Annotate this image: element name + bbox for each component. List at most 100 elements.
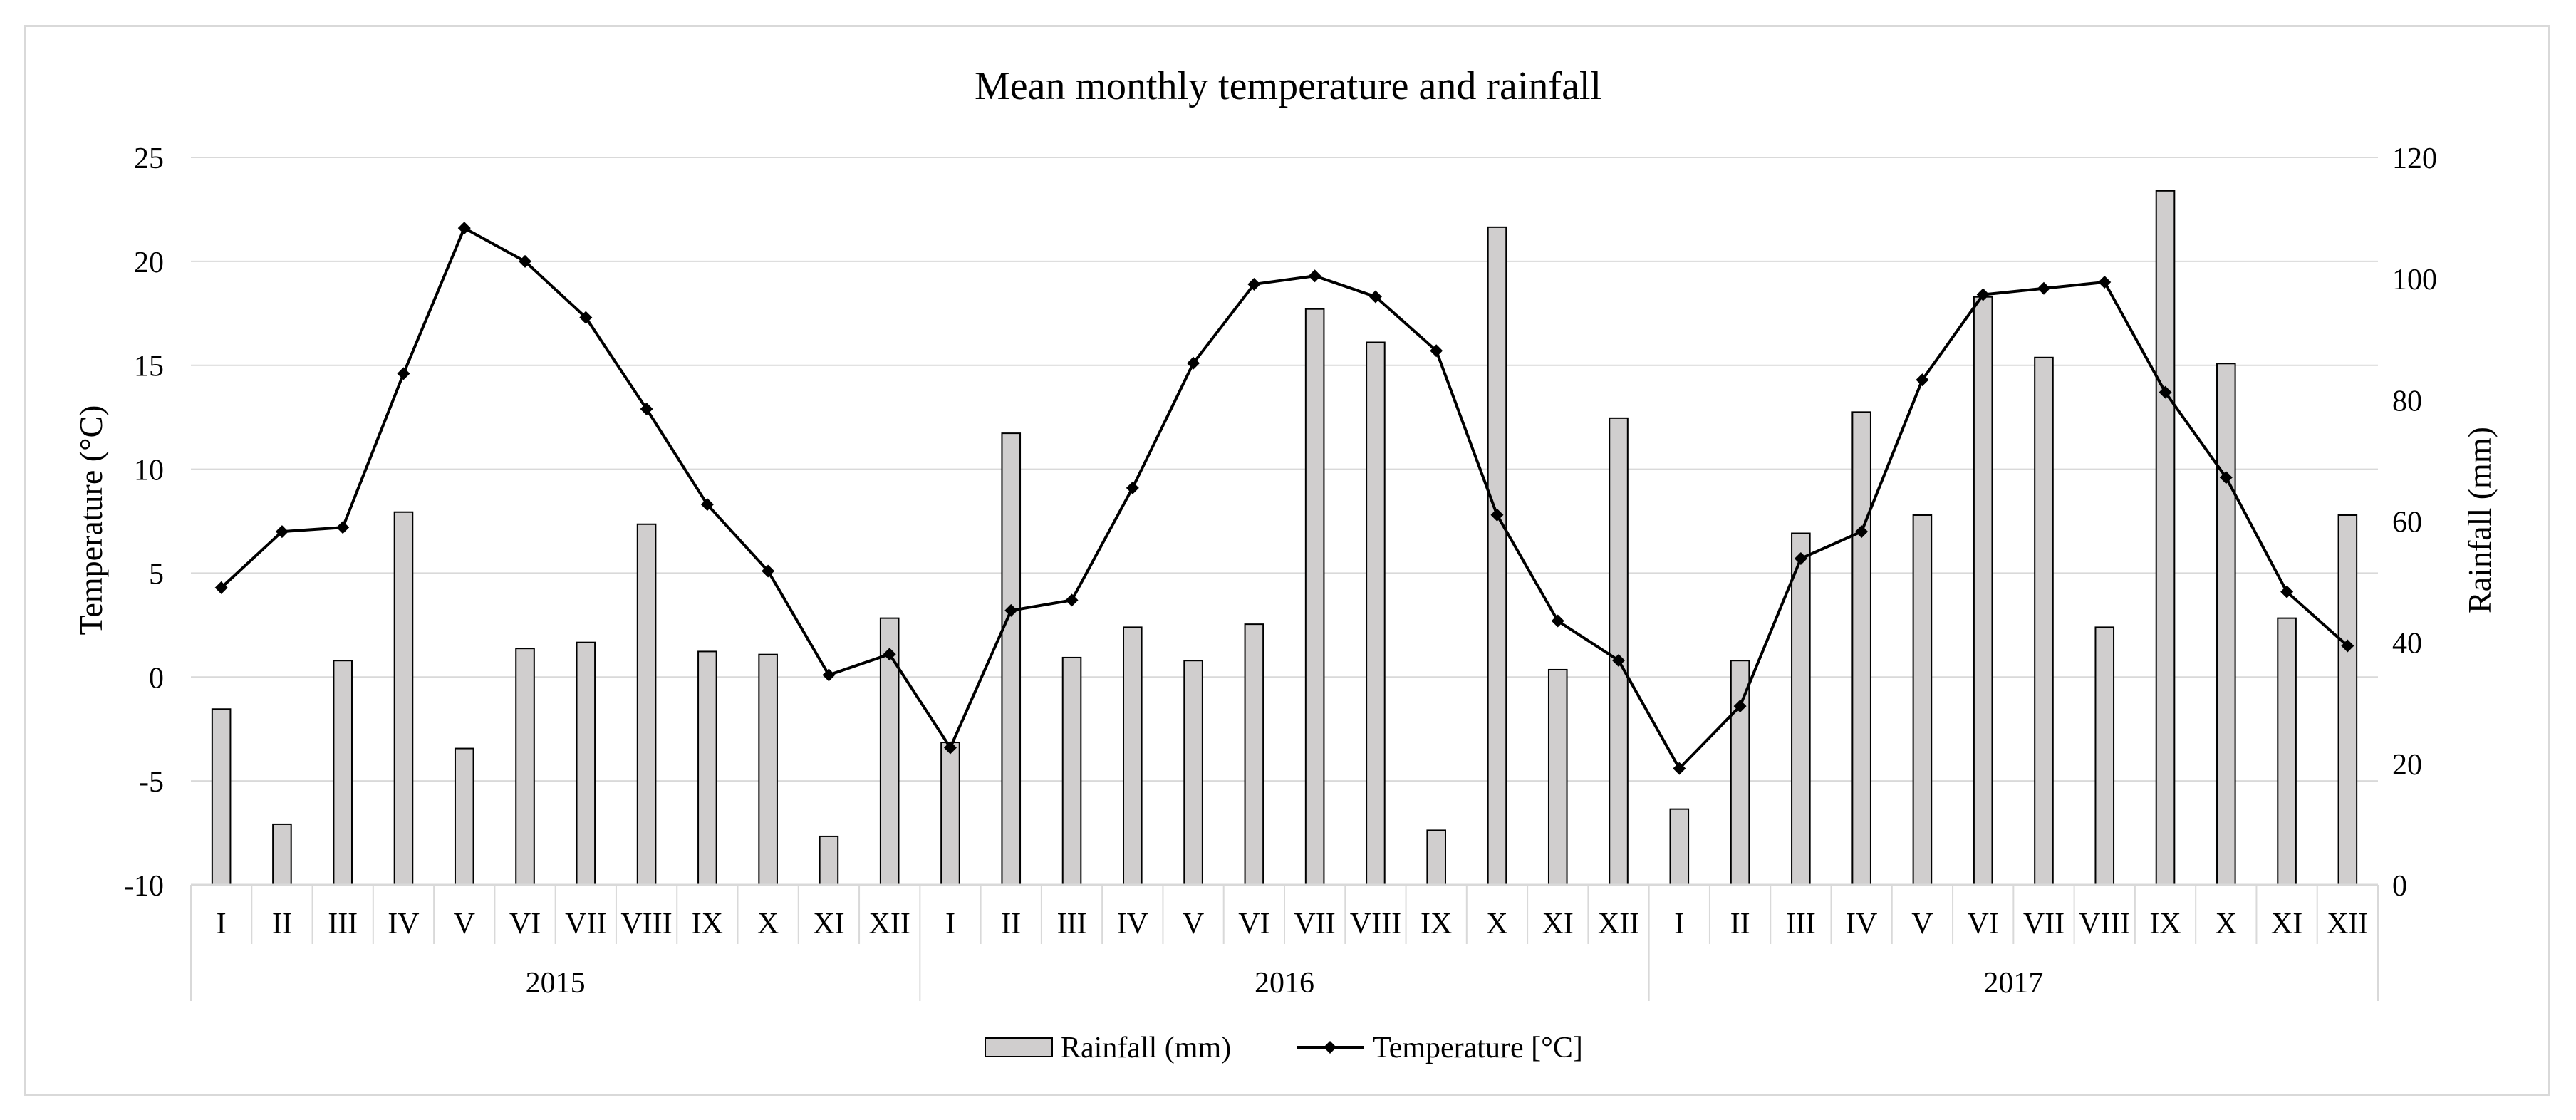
temperature-point	[762, 564, 775, 578]
rainfall-bar	[1852, 411, 1871, 886]
temperature-point	[640, 402, 653, 415]
temperature-point	[2341, 639, 2354, 653]
temperature-point	[2159, 385, 2172, 399]
y-left-tick-label: 25	[134, 142, 164, 175]
temperature-point	[1673, 762, 1686, 775]
legend-label-temperature: Temperature [°C]	[1373, 1032, 1583, 1064]
rainfall-bar	[1244, 623, 1264, 886]
y-right-tick-label: 100	[2392, 264, 2437, 296]
rainfall-bar	[1183, 660, 1203, 886]
x-month-label: XI	[2271, 908, 2302, 940]
rainfall-bar	[2155, 190, 2176, 886]
rainfall-bar	[819, 835, 839, 886]
x-month-label: X	[757, 908, 779, 940]
rainfall-bar	[393, 511, 414, 886]
temperature-point	[2280, 585, 2294, 598]
rainfall-bar	[636, 523, 657, 886]
rainfall-bar	[1730, 660, 1750, 886]
rainfall-bar	[515, 648, 535, 886]
x-month-label: II	[272, 908, 292, 940]
temperature-point	[579, 311, 593, 324]
x-month-label: I	[217, 908, 227, 940]
x-month-label: III	[1057, 908, 1087, 940]
y-right-tick-label: 0	[2392, 870, 2407, 903]
chart-title: Mean monthly temperature and rainfall	[975, 64, 1601, 108]
gridlines	[191, 157, 2378, 782]
y-left-tick-label: 10	[134, 455, 164, 487]
temperature-point	[1308, 269, 1321, 283]
x-month-label: VII	[565, 908, 606, 940]
temperature-point	[1916, 373, 1929, 387]
rainfall-bar	[940, 742, 960, 886]
temperature-point	[1551, 614, 1564, 628]
x-month-label: I	[945, 908, 955, 940]
x-month-label: XI	[813, 908, 844, 940]
x-month-label: XI	[1542, 908, 1574, 940]
rainfall-bar	[2337, 514, 2358, 886]
y-right-tick-label: 40	[2392, 628, 2422, 660]
x-month-label: VI	[1238, 908, 1269, 940]
x-month-label: III	[328, 908, 358, 940]
y-right-tick-label: 20	[2392, 749, 2422, 782]
rainfall-bar	[1487, 226, 1507, 886]
y-right-tick-label: 120	[2392, 142, 2437, 175]
x-month-label: III	[1786, 908, 1816, 940]
x-month-label: XII	[869, 908, 910, 940]
temperature-series-line	[220, 227, 2349, 770]
rainfall-bar	[1304, 308, 1325, 886]
x-month-label: VII	[2023, 908, 2065, 940]
temperature-point	[1368, 290, 1382, 304]
rainfall-bar	[1061, 656, 1082, 886]
temperature-point	[700, 498, 714, 512]
rainfall-bar	[1973, 296, 1993, 886]
temperature-point	[1855, 525, 1869, 539]
rainfall-bar	[2277, 617, 2297, 886]
x-month-label: IX	[2149, 908, 2181, 940]
temperature-point	[883, 648, 896, 661]
y-left-tick-label: 0	[149, 662, 164, 695]
rainfall-bar	[1547, 668, 1568, 886]
y-left-tick-label: 15	[134, 351, 164, 383]
x-month-label: V	[1183, 908, 1204, 940]
rainfall-bar	[1609, 417, 1629, 886]
x-month-label: II	[1730, 908, 1750, 940]
y-right-tick-label: 60	[2392, 507, 2422, 539]
x-month-label: X	[1486, 908, 1507, 940]
x-month-label: I	[1674, 908, 1684, 940]
y-left-tick-label: -5	[139, 766, 164, 799]
temperature-point	[1065, 593, 1079, 607]
legend: Rainfall (mm) Temperature [°C]	[985, 1032, 1583, 1064]
temperature-point	[1187, 356, 1200, 370]
rainfall-bar	[333, 660, 353, 886]
temperature-point	[275, 525, 289, 539]
temperature-point	[336, 521, 350, 534]
temperature-point	[1126, 481, 1139, 494]
x-month-label: VIII	[620, 908, 672, 940]
x-month-label: V	[1911, 908, 1933, 940]
temperature-point	[214, 581, 228, 594]
rainfall-bar	[1791, 532, 1811, 886]
chart-frame	[24, 25, 2550, 1096]
temperature-point	[1976, 288, 1990, 301]
x-month-label: IV	[1846, 908, 1877, 940]
x-month-label: VII	[1294, 908, 1335, 940]
rainfall-bar	[2034, 356, 2054, 886]
x-month-label: IX	[692, 908, 723, 940]
legend-swatch-rainfall	[985, 1037, 1053, 1057]
temperature-point	[1430, 344, 1443, 358]
x-year-label: 2015	[526, 967, 586, 1000]
x-month-label: II	[1001, 908, 1021, 940]
rainfall-bar	[1912, 514, 1933, 886]
y-right-axis-label: Rainfall (mm)	[2461, 427, 2498, 613]
rainfall-bar	[272, 823, 292, 886]
temperature-point	[519, 254, 532, 268]
legend-label-rainfall: Rainfall (mm)	[1061, 1032, 1231, 1064]
rainfall-bar	[697, 650, 717, 886]
temperature-point	[1247, 277, 1261, 291]
x-month-label: IV	[388, 908, 419, 940]
x-month-label: X	[2216, 908, 2237, 940]
x-year-label: 2016	[1255, 967, 1314, 1000]
temperature-point	[2037, 281, 2050, 295]
